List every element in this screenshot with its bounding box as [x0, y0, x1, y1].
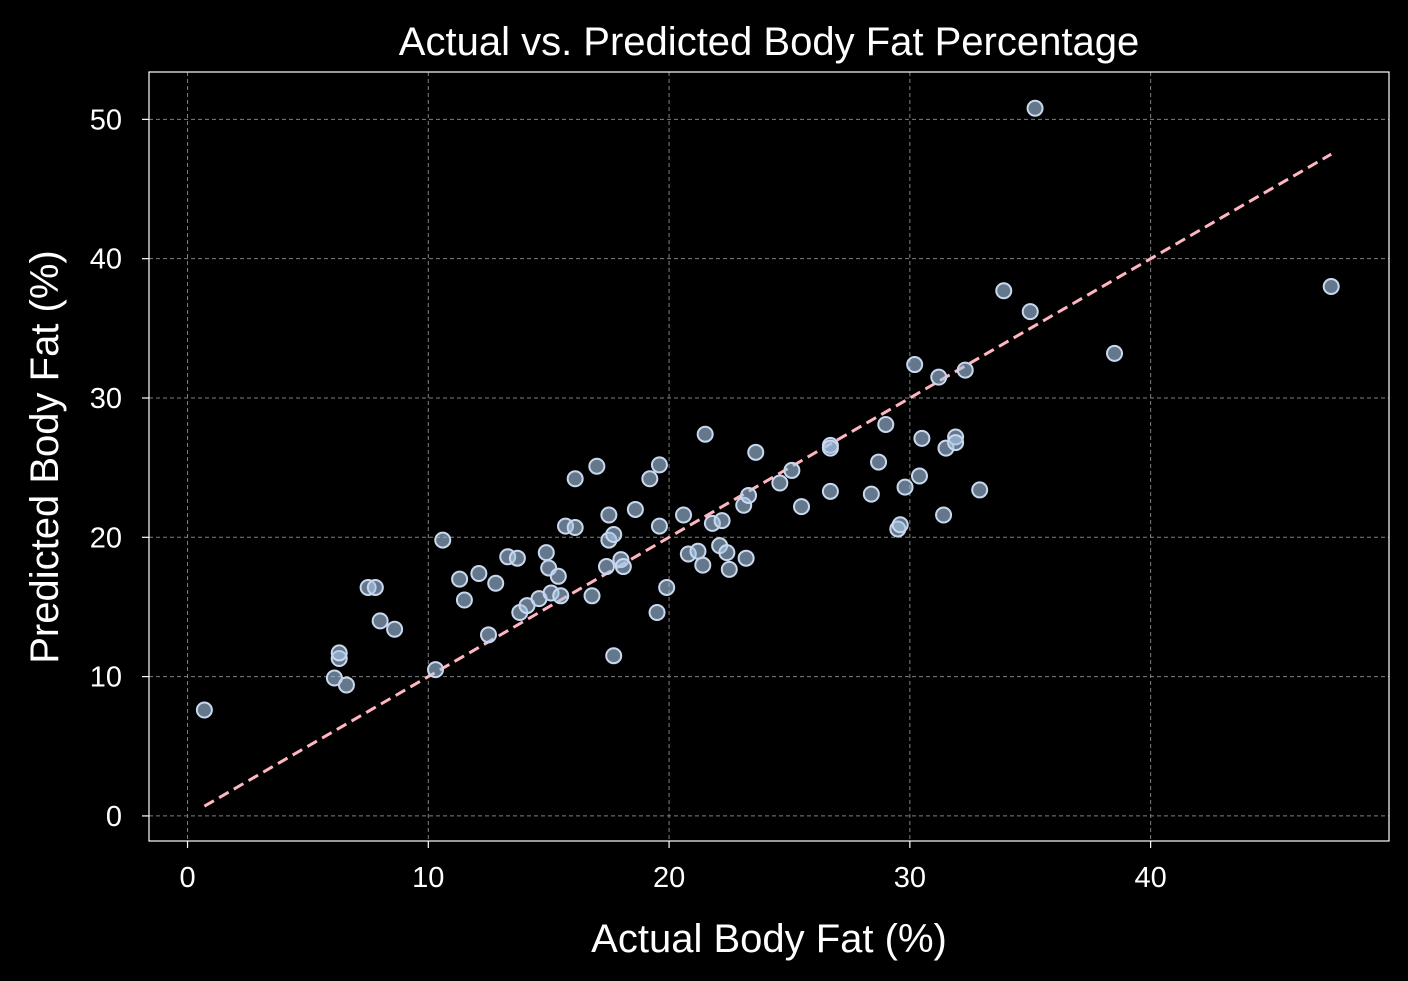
scatter-point [821, 439, 839, 457]
scatter-point [971, 481, 989, 499]
scatter-point [740, 487, 758, 505]
scatter-point [195, 701, 213, 719]
scatter-point [600, 506, 618, 524]
scatter-point [386, 620, 404, 638]
scatter-point [910, 467, 928, 485]
scatter-point [371, 612, 389, 630]
scatter-point [566, 470, 584, 488]
y-tick-label: 10 [90, 662, 122, 694]
x-axis-ticks: 0 10 20 30 40 [179, 841, 1167, 894]
scatter-point [552, 587, 570, 605]
x-tick-label: 0 [179, 862, 195, 894]
scatter-point [696, 425, 714, 443]
scatter-point [870, 453, 888, 471]
y-axis-label: Predicted Body Fat (%) [23, 250, 67, 664]
scatter-point [597, 558, 615, 576]
y-axis-ticks: 0 10 20 30 40 50 [90, 104, 149, 833]
scatter-point [658, 578, 676, 596]
scatter-point [588, 457, 606, 475]
scatter-point [877, 415, 895, 433]
x-tick-label: 30 [894, 862, 926, 894]
scatter-point [641, 470, 659, 488]
scatter-point [583, 587, 601, 605]
scatter-point [650, 517, 668, 535]
scatter-point [862, 485, 880, 503]
scatter-point [487, 574, 505, 592]
scatter-point [956, 361, 974, 379]
data-points [195, 99, 1340, 719]
ideal-fit-line [203, 152, 1332, 808]
chart-title: Actual vs. Predicted Body Fat Percentage [399, 20, 1139, 64]
scatter-point [650, 456, 668, 474]
scatter-point [605, 647, 623, 665]
x-tick-label: 10 [412, 862, 444, 894]
y-tick-label: 30 [90, 383, 122, 415]
scatter-point [337, 676, 355, 694]
scatter-point [1106, 344, 1124, 362]
scatter-point [366, 578, 384, 596]
scatter-point [455, 591, 473, 609]
scatter-point [626, 500, 644, 518]
scatter-point [605, 526, 623, 544]
scatter-point [793, 498, 811, 516]
scatter-point [566, 519, 584, 537]
scatter-point [330, 644, 348, 662]
scatter-point [821, 482, 839, 500]
scatter-point [906, 356, 924, 374]
plot-frame [148, 71, 1390, 842]
x-axis-label: Actual Body Fat (%) [591, 917, 947, 961]
scatter-point [434, 531, 452, 549]
scatter-point [470, 565, 488, 583]
scatter-point [648, 604, 666, 622]
scatter-point [713, 512, 731, 530]
scatter-point [891, 516, 909, 534]
scatter-point [479, 626, 497, 644]
scatter-point [720, 560, 738, 578]
scatter-point [537, 544, 555, 562]
grid-lines [149, 72, 1389, 841]
scatter-point [427, 661, 445, 679]
y-tick-label: 0 [106, 801, 122, 833]
y-tick-label: 50 [90, 104, 122, 136]
scatter-point [737, 549, 755, 567]
scatter-point [913, 429, 931, 447]
scatter-point [718, 544, 736, 562]
scatter-point [1322, 278, 1340, 296]
x-tick-label: 40 [1134, 862, 1166, 894]
x-tick-label: 20 [653, 862, 685, 894]
reference-line-group [203, 152, 1332, 808]
scatter-point [614, 558, 632, 576]
scatter-point [675, 506, 693, 524]
scatter-point [935, 506, 953, 524]
scatter-point [995, 282, 1013, 300]
scatter-point [689, 542, 707, 560]
scatter-point [694, 556, 712, 574]
scatter-point [549, 567, 567, 585]
scatter-point [451, 570, 469, 588]
scatter-point [1026, 99, 1044, 117]
scatter-point [947, 434, 965, 452]
y-tick-label: 40 [90, 244, 122, 276]
scatter-point [783, 461, 801, 479]
scatter-point [1021, 303, 1039, 321]
scatter-point [508, 549, 526, 567]
scatter-point [771, 474, 789, 492]
scatter-point [747, 443, 765, 461]
scatter-point [930, 368, 948, 386]
y-tick-label: 20 [90, 522, 122, 554]
scatter-point [896, 478, 914, 496]
